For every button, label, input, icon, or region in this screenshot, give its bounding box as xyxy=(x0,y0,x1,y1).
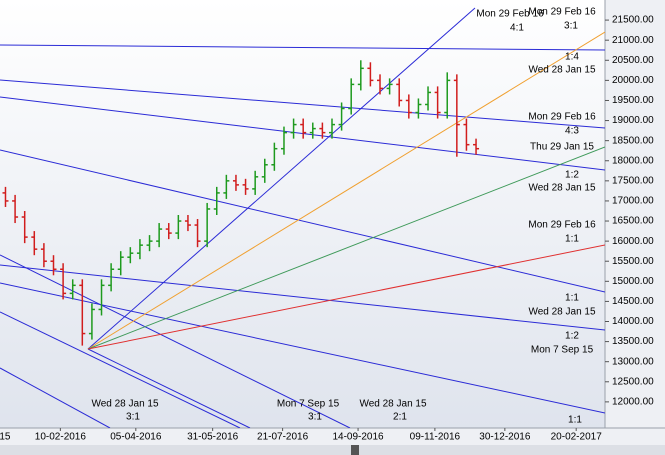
annotation: Mon 29 Feb 16 xyxy=(476,9,544,20)
scrollbar-thumb[interactable] xyxy=(351,445,359,455)
y-tick-label: 13500.00 xyxy=(612,336,654,347)
annotation: Wed 28 Jan 15 xyxy=(528,183,596,194)
y-tick-label: 19000.00 xyxy=(612,115,654,126)
trend-line xyxy=(0,79,605,129)
axes: 12000.00 12500.00 13000.00 13500.00 14000.00… xyxy=(0,15,654,443)
y-tick-label: 21000.00 xyxy=(612,35,654,46)
annotation: 1:1 xyxy=(568,415,582,426)
y-tick-label: 16500.00 xyxy=(612,216,654,227)
x-tick-label: 10-02-2016 xyxy=(35,432,87,443)
trend-line xyxy=(87,146,605,350)
y-tick-label: 21500.00 xyxy=(612,15,654,26)
annotation: 2:1 xyxy=(393,412,407,423)
y-tick-label: 18500.00 xyxy=(612,135,654,146)
annotation: Wed 28 Jan 15 xyxy=(528,307,596,318)
y-tick-label: 12000.00 xyxy=(612,397,654,408)
trend-line xyxy=(0,254,351,428)
y-tick-label: 19500.00 xyxy=(612,95,654,106)
annotation: 1:1 xyxy=(565,293,579,304)
y-tick-label: 17500.00 xyxy=(612,175,654,186)
annotation: 1:2 xyxy=(565,331,579,342)
annotation: Mon 29 Feb 16 xyxy=(528,220,596,231)
trend-line xyxy=(0,264,605,331)
trend-line xyxy=(87,31,605,350)
trend-line xyxy=(0,367,111,428)
y-tick-label: 20000.00 xyxy=(612,75,654,86)
y-tick-label: 18000.00 xyxy=(612,155,654,166)
trend-line xyxy=(0,149,605,293)
x-tick-label: 30-12-2016 xyxy=(479,432,531,443)
y-tick-label: 14000.00 xyxy=(612,316,654,327)
annotation: Mon 29 Feb 16 xyxy=(528,112,596,123)
y-tick-label: 17000.00 xyxy=(612,196,654,207)
y-axis-strip xyxy=(605,0,665,428)
annotation: 1:4 xyxy=(565,52,579,63)
annotation: Wed 28 Jan 15 xyxy=(359,399,427,410)
x-tick-label: 17-12-2015 xyxy=(0,432,11,443)
price-bars xyxy=(2,60,480,346)
annotations: Mon 29 Feb 16 4:1 Mon 29 Feb 16 3:1 1:4 Wed 2… xyxy=(91,7,596,426)
x-tick-label: 21-07-2016 xyxy=(257,432,309,443)
x-axis-strip xyxy=(0,428,665,445)
x-tick-label: 20-02-2017 xyxy=(551,432,603,443)
x-tick-label: 31-05-2016 xyxy=(187,432,239,443)
annotation: 4:3 xyxy=(565,126,579,137)
trend-line xyxy=(87,7,476,350)
trend-line xyxy=(87,348,251,428)
annotation: 4:1 xyxy=(510,23,524,34)
annotation: 1:1 xyxy=(565,234,579,245)
y-tick-label: 14500.00 xyxy=(612,296,654,307)
annotation: Mon 7 Sep 15 xyxy=(277,399,340,410)
annotation: Thu 29 Jan 15 xyxy=(530,142,594,153)
y-tick-label: 15000.00 xyxy=(612,276,654,287)
annotation: 3:1 xyxy=(126,412,140,423)
annotation: 3:1 xyxy=(564,21,578,32)
annotation: Mon 29 Feb 16 xyxy=(528,7,596,18)
annotation: Mon 7 Sep 15 xyxy=(531,345,594,356)
trend-line xyxy=(87,244,605,350)
y-tick-label: 16000.00 xyxy=(612,236,654,247)
trend-line xyxy=(0,311,241,428)
y-tick-label: 12500.00 xyxy=(612,376,654,387)
x-tick-label: 05-04-2016 xyxy=(110,432,162,443)
y-tick-label: 15500.00 xyxy=(612,256,654,267)
annotation: 3:1 xyxy=(308,412,322,423)
y-tick-label: 13000.00 xyxy=(612,356,654,367)
annotation: 1:2 xyxy=(565,170,579,181)
x-tick-label: 09-11-2016 xyxy=(410,432,461,443)
scrollbar[interactable] xyxy=(0,445,665,455)
x-tick-label: 14-09-2016 xyxy=(332,432,384,443)
annotation: Wed 28 Jan 15 xyxy=(528,65,596,76)
annotation: Wed 28 Jan 15 xyxy=(91,399,159,410)
y-tick-label: 20500.00 xyxy=(612,55,654,66)
drawing-tools xyxy=(0,7,605,428)
trend-line xyxy=(0,44,605,51)
